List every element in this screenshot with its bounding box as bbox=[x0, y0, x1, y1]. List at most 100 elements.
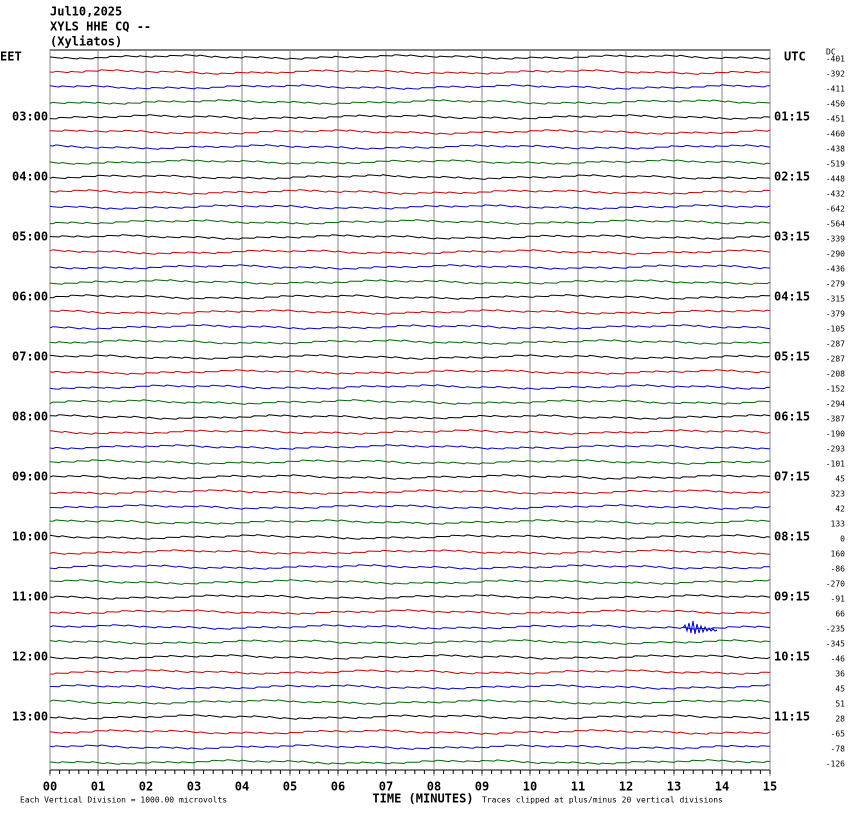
title-station: XYLS HHE CQ -- bbox=[50, 20, 151, 34]
left-zone: EET bbox=[0, 50, 22, 64]
x-tick-label: 11 bbox=[571, 780, 585, 794]
dc-offset: 45 bbox=[835, 685, 845, 694]
trace bbox=[49, 654, 771, 660]
dc-offset: -448 bbox=[826, 175, 845, 184]
dc-offset: -65 bbox=[831, 730, 846, 739]
dc-offset: -78 bbox=[831, 745, 846, 754]
right-time: 11:15 bbox=[774, 710, 810, 724]
dc-offset: -451 bbox=[826, 115, 845, 124]
dc-offset: -293 bbox=[826, 445, 845, 454]
trace bbox=[49, 624, 771, 630]
plot-frame bbox=[49, 49, 771, 771]
dc-offset: -436 bbox=[826, 265, 845, 274]
trace bbox=[49, 414, 771, 420]
x-tick-label: 02 bbox=[139, 780, 153, 794]
dc-offset: -460 bbox=[826, 130, 845, 139]
dc-offset: -290 bbox=[826, 250, 845, 259]
trace bbox=[49, 744, 771, 750]
x-tick-label: 03 bbox=[187, 780, 201, 794]
trace bbox=[49, 234, 771, 240]
trace bbox=[49, 54, 771, 60]
left-time: 05:00 bbox=[12, 230, 48, 244]
right-zone: UTC bbox=[784, 50, 806, 64]
left-time: 04:00 bbox=[12, 170, 48, 184]
trace bbox=[49, 339, 771, 345]
dc-offset: 160 bbox=[831, 550, 846, 559]
trace bbox=[49, 699, 771, 705]
dc-offset: -387 bbox=[826, 415, 845, 424]
left-time: 06:00 bbox=[12, 290, 48, 304]
trace bbox=[49, 399, 771, 405]
trace bbox=[49, 174, 771, 180]
trace bbox=[49, 369, 771, 375]
dc-offset: -86 bbox=[831, 565, 846, 574]
dc-offset: 323 bbox=[831, 490, 846, 499]
x-tick-label: 14 bbox=[715, 780, 729, 794]
trace bbox=[49, 489, 771, 495]
trace bbox=[49, 444, 771, 450]
trace bbox=[49, 729, 771, 735]
left-time: 11:00 bbox=[12, 590, 48, 604]
dc-offset: -105 bbox=[826, 325, 845, 334]
dc-offset: 45 bbox=[835, 475, 845, 484]
dc-offset: -315 bbox=[826, 295, 845, 304]
dc-offset: -345 bbox=[826, 640, 845, 649]
clip-note: Traces clipped at plus/minus 20 vertical… bbox=[482, 796, 723, 805]
trace bbox=[49, 219, 771, 225]
left-time: 07:00 bbox=[12, 350, 48, 364]
trace bbox=[49, 669, 771, 675]
left-time: 03:00 bbox=[12, 110, 48, 124]
x-tick-label: 08 bbox=[427, 780, 441, 794]
trace bbox=[49, 264, 771, 270]
dc-offset: -152 bbox=[826, 385, 845, 394]
dc-offset: -379 bbox=[826, 310, 845, 319]
trace bbox=[49, 84, 771, 90]
dc-offset: -101 bbox=[826, 460, 845, 469]
dc-offset: 36 bbox=[835, 670, 845, 679]
right-time: 09:15 bbox=[774, 590, 810, 604]
right-time: 01:15 bbox=[774, 110, 810, 124]
trace bbox=[49, 549, 771, 555]
dc-offset: -564 bbox=[826, 220, 845, 229]
dc-offset: -46 bbox=[831, 655, 846, 664]
title-site: (Xyliatos) bbox=[50, 35, 122, 49]
left-time: 13:00 bbox=[12, 710, 48, 724]
trace bbox=[49, 129, 771, 135]
trace bbox=[49, 99, 771, 105]
dc-offset: 28 bbox=[835, 715, 845, 724]
trace bbox=[49, 609, 771, 615]
x-tick-label: 09 bbox=[475, 780, 489, 794]
dc-offset: -287 bbox=[826, 340, 845, 349]
trace bbox=[49, 714, 771, 720]
dc-offset: -411 bbox=[826, 85, 845, 94]
right-time: 06:15 bbox=[774, 410, 810, 424]
trace bbox=[49, 459, 771, 465]
trace bbox=[49, 594, 771, 600]
trace bbox=[49, 114, 771, 120]
trace bbox=[49, 564, 770, 570]
dc-offset: -208 bbox=[826, 370, 845, 379]
trace bbox=[49, 159, 771, 165]
trace bbox=[49, 204, 771, 210]
trace bbox=[49, 639, 771, 645]
trace bbox=[49, 324, 771, 330]
dc-offset: -235 bbox=[826, 625, 845, 634]
x-tick-label: 15 bbox=[763, 780, 777, 794]
trace bbox=[49, 249, 771, 255]
trace bbox=[49, 189, 771, 195]
dc-offset: -450 bbox=[826, 100, 845, 109]
dc-offset: 42 bbox=[835, 505, 845, 514]
right-time: 07:15 bbox=[774, 470, 810, 484]
x-tick-label: 07 bbox=[379, 780, 393, 794]
trace bbox=[49, 69, 771, 75]
trace bbox=[49, 429, 771, 435]
x-tick-label: 06 bbox=[331, 780, 345, 794]
dc-offset: 51 bbox=[835, 700, 845, 709]
trace bbox=[49, 294, 771, 300]
title-date: Jul10,2025 bbox=[50, 5, 122, 19]
dc-offset: -294 bbox=[826, 400, 845, 409]
dc-offset: -279 bbox=[826, 280, 845, 289]
dc-offset: -401 bbox=[826, 55, 845, 64]
scale-note: Each Vertical Division = 1000.00 microvo… bbox=[20, 796, 227, 805]
left-time: 08:00 bbox=[12, 410, 48, 424]
